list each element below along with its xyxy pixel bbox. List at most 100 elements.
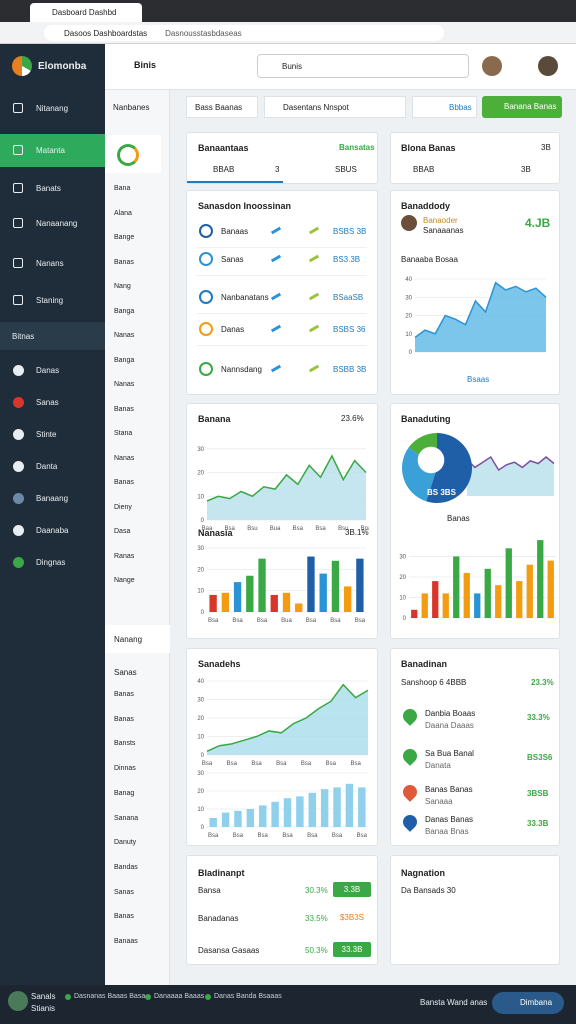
subnav-item[interactable]: Banas — [114, 405, 134, 413]
y-tick-label: 40 — [197, 679, 204, 685]
subnav-item[interactable]: Banas — [114, 715, 134, 723]
chart-title: Nanasia — [198, 528, 233, 538]
subnav-item[interactable]: Banas — [114, 258, 134, 266]
bar — [421, 593, 428, 618]
row-button[interactable]: 3.3B — [333, 882, 371, 897]
pie-hole — [417, 446, 445, 474]
sidebar-item[interactable]: Sanas — [36, 398, 59, 407]
stat: BBAB — [213, 165, 235, 174]
subnav-item[interactable]: Banas — [114, 913, 134, 921]
sidebar-item[interactable]: Nanans — [36, 259, 64, 268]
filter-button-text: Banana Banas — [504, 102, 557, 111]
subnav-item[interactable]: Ranas — [114, 552, 135, 560]
sidebar-item[interactable]: Banaang — [36, 494, 69, 503]
row-pct: 30.3% — [305, 886, 328, 895]
subnav-item[interactable]: Nanas — [114, 454, 135, 462]
x-tick-label: Bsu — [338, 526, 348, 532]
bar — [296, 796, 304, 827]
bar — [495, 585, 502, 618]
bar — [308, 792, 316, 827]
subnav-section: Nanang — [114, 635, 143, 644]
chart: 0 10 20 30 40 — [405, 277, 547, 356]
x-tick-label: Bsa — [355, 618, 366, 624]
subnav-item[interactable]: Sanana — [114, 814, 139, 822]
search-box[interactable]: Bunis — [257, 54, 469, 78]
avatar[interactable] — [538, 56, 558, 76]
subnav-item[interactable]: Banga — [114, 307, 135, 315]
sidebar-item[interactable]: Nanaanang — [36, 219, 78, 228]
subnav-item[interactable]: Bana — [114, 185, 131, 192]
row-button[interactable]: $3B3S — [333, 910, 371, 925]
stat: BBAB — [413, 165, 435, 174]
filter-search[interactable]: Dasentans Nnspot — [264, 96, 406, 118]
chart-title: Banaaba Bosaa — [401, 255, 458, 264]
map-pin — [400, 706, 420, 726]
taskbar-item[interactable]: Danas Banda Bsaaas — [214, 993, 282, 1000]
bar — [259, 805, 267, 827]
taskbar-button[interactable]: Dimbana — [492, 992, 564, 1014]
subnav-item[interactable]: Nang — [114, 283, 131, 290]
line — [206, 454, 367, 502]
tab-underline — [187, 181, 283, 183]
subnav-item[interactable]: Danuty — [114, 839, 137, 847]
sidebar-item[interactable]: Danas — [36, 366, 60, 375]
user-sub: Stianis — [31, 1004, 56, 1013]
sidebar-item[interactable]: Matanta — [36, 146, 65, 155]
row-label: Bansa — [198, 886, 221, 895]
subnav-item[interactable]: Bange — [114, 234, 135, 241]
chart: 0 10 20 30 Bsa Bsa Bsa Bsa Bsa Bsa Bsa — [197, 771, 368, 839]
subnav-item[interactable]: Bandas — [114, 863, 138, 871]
sidebar-item[interactable]: Nitanang — [36, 104, 69, 113]
sidebar-icon — [13, 183, 23, 193]
map-pin — [400, 812, 420, 832]
subnav-item[interactable]: Dinnas — [114, 765, 136, 773]
row-button[interactable]: 33.3B — [333, 942, 371, 957]
sidebar-icon — [13, 365, 24, 376]
subnav-item[interactable]: Nanas — [114, 381, 135, 388]
subnav-item[interactable]: Nange — [114, 577, 135, 584]
bar — [283, 798, 292, 827]
subnav-item[interactable]: Banaas — [114, 938, 138, 945]
sidebar-item[interactable]: Daanaba — [36, 526, 69, 535]
row-divider — [197, 313, 367, 314]
subnav-item[interactable]: Dieny — [114, 503, 132, 511]
avatar[interactable] — [482, 56, 502, 76]
taskbar-item[interactable]: Dasnanas Baaas Basa — [74, 993, 146, 1000]
line — [414, 281, 547, 339]
subnav-item[interactable]: Banag — [114, 789, 135, 797]
subnav-item[interactable]: Nanas — [114, 332, 135, 339]
browser-tab[interactable]: Dasboard Dashbd — [30, 3, 142, 22]
subnav-item[interactable]: Sanas — [114, 888, 134, 896]
taskbar-item[interactable]: Danaaaa Baaas — [154, 993, 205, 1000]
subnav-item[interactable]: Banas — [114, 479, 134, 486]
sidebar-item[interactable]: Staning — [36, 296, 64, 305]
subnav-item[interactable]: Stana — [114, 430, 133, 437]
panel-link[interactable]: Bansatas — [339, 143, 375, 152]
sidebar-item[interactable]: Banats — [36, 184, 61, 193]
sidebar-item[interactable]: Dingnas — [36, 558, 66, 567]
pie-label: BS 3BS — [427, 488, 456, 497]
url-field[interactable]: Dasoos Dashboardstas Dasnousstasbdaseas — [44, 25, 444, 41]
sidebar-item[interactable]: Stinte — [36, 430, 57, 439]
row-value: BSaaSB — [333, 293, 364, 302]
sidebar-icon — [13, 525, 24, 536]
filter-value[interactable]: Bbbas — [412, 96, 477, 118]
subnav-item[interactable]: Banga — [114, 356, 135, 364]
subnav-item[interactable]: Alana — [114, 209, 132, 217]
filter-button[interactable]: Banana Banas — [482, 96, 562, 118]
filter-tab-text: Bass Baanas — [195, 103, 243, 112]
subnav-item[interactable]: Dasa — [114, 528, 131, 535]
y-tick-label: 10 — [197, 735, 204, 741]
subnav-item[interactable]: Banas — [114, 691, 134, 698]
subnav-item[interactable]: Bansts — [114, 740, 136, 748]
bar — [463, 572, 470, 618]
list-panel: Sanasdon Inoossinan Banaas BSBS 3B Sanas BS3… — [186, 190, 378, 395]
y-tick-label: 30 — [197, 771, 204, 777]
row-sub: Danata — [425, 761, 451, 770]
area — [415, 282, 546, 352]
x-tick-label: Bsa — [293, 526, 304, 532]
sidebar-item[interactable]: Danta — [36, 462, 58, 471]
stat: 3B — [521, 165, 531, 174]
row-trend — [270, 226, 282, 235]
filter-tab[interactable]: Bass Baanas — [186, 96, 258, 118]
